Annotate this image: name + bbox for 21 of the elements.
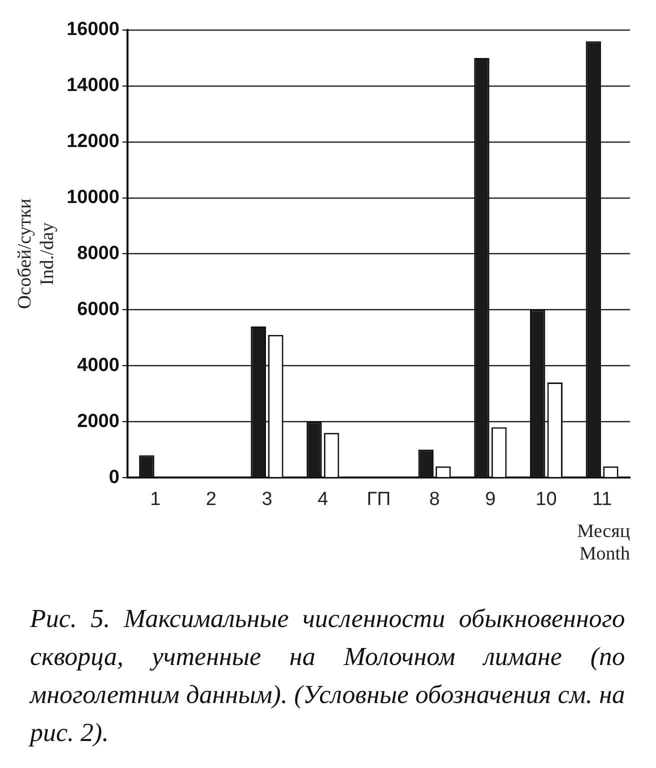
x-tick-label: 2 <box>206 489 216 510</box>
y-tick-label: 16000 <box>66 19 120 40</box>
y-tick-label: 0 <box>108 466 120 488</box>
x-tick-label: ГП <box>366 489 391 510</box>
x-tick-label: 1 <box>150 489 161 510</box>
x-tick-label: 3 <box>262 489 272 510</box>
x-tick-label: 4 <box>318 489 329 510</box>
y-tick-label: 8000 <box>77 243 120 264</box>
x-tick-label: 9 <box>485 489 496 510</box>
y-tick-label: 10000 <box>66 187 120 208</box>
y-tick-label: 12000 <box>66 131 120 152</box>
x-tick-label: 11 <box>592 489 612 510</box>
y-tick-label: 6000 <box>77 298 120 320</box>
y-tick-label: 14000 <box>66 75 120 96</box>
text: Рис. 5. Максимальные численности обыкновенного скворца, учтенные на Молочном лимане (по многолетним данным). (Условные обозначения см. на рис. 2). <box>30 603 625 749</box>
x-tick-label: 10 <box>536 489 557 510</box>
y-tick-label: 4000 <box>77 354 120 376</box>
y-axis-title: Особей/сутки Ind./day <box>14 198 58 309</box>
y-tick-label: 2000 <box>77 410 120 432</box>
x-axis-title: Месяц Month <box>577 520 630 565</box>
x-tick-label: 8 <box>429 489 440 510</box>
